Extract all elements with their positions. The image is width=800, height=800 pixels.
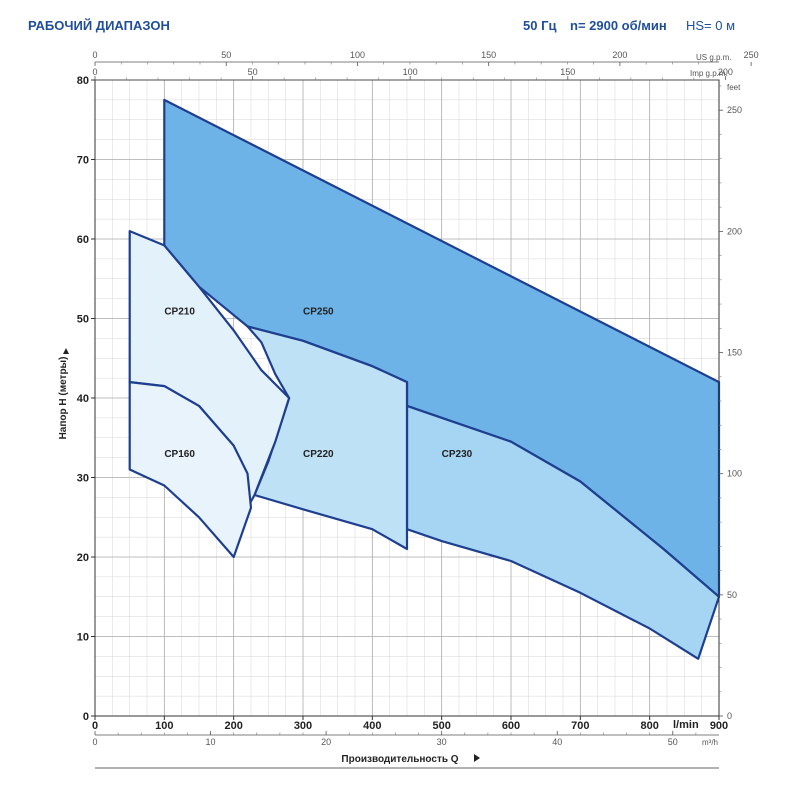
m3h-tick-label: 40 xyxy=(552,737,562,747)
feet-tick-label: 200 xyxy=(727,226,742,236)
imp-gpm-tick-label: 0 xyxy=(92,67,97,77)
frequency-label: 50 Гц xyxy=(523,18,557,33)
feet-tick-label: 150 xyxy=(727,348,742,358)
us-gpm-tick-label: 200 xyxy=(612,50,627,60)
feet-tick-label: 0 xyxy=(727,711,732,721)
x-tick-label: 0 xyxy=(92,720,98,732)
region-cp160 xyxy=(128,381,253,559)
x-tick-label: 700 xyxy=(571,720,589,732)
x-axis-title: Производительность Q xyxy=(341,754,458,765)
m3h-tick-label: 0 xyxy=(92,737,97,747)
y-axis-arrow-icon xyxy=(63,348,69,354)
region-label-cp160: CP160 xyxy=(164,449,195,460)
x-tick-label: 400 xyxy=(363,720,381,732)
m3h-tick-label: 30 xyxy=(437,737,447,747)
region-label-cp230: CP230 xyxy=(442,449,473,460)
regions: CP250 CP230 CP220 CP210 CP160 xyxy=(128,98,721,660)
m3h-tick-label: 10 xyxy=(206,737,216,747)
region-cp230 xyxy=(405,404,721,660)
us-gpm-tick-label: 100 xyxy=(350,50,365,60)
x-tick-label: 200 xyxy=(224,720,242,732)
us-gpm-tick-label: 150 xyxy=(481,50,496,60)
right-ticks: 0 50 100 150 200 250 xyxy=(719,85,742,721)
us-gpm-tick-label: 50 xyxy=(221,50,231,60)
m3h-tick-label: 50 xyxy=(668,737,678,747)
region-label-cp250: CP250 xyxy=(303,307,334,318)
x-tick-label: 100 xyxy=(155,720,173,732)
x-ticks: 0 100 200 300 400 500 600 700 800 900 xyxy=(92,716,728,732)
feet-unit: feet xyxy=(727,83,741,92)
m3h-tick-label: 20 xyxy=(321,737,331,747)
feet-tick-label: 250 xyxy=(727,105,742,115)
us-gpm-tick-label: 250 xyxy=(744,50,759,60)
us-gpm-unit: US g.p.m. xyxy=(696,53,732,62)
top-ticks: 0 50 100 150 200 250 0 50 100 150 200 xyxy=(92,50,759,80)
x-tick-label: 800 xyxy=(640,720,658,732)
y-tick-label: 60 xyxy=(77,234,89,246)
y-tick-label: 20 xyxy=(77,552,89,564)
region-label-cp220: CP220 xyxy=(303,449,334,460)
y-ticks: 0 10 20 30 40 50 60 70 80 xyxy=(77,75,95,723)
feet-tick-label: 50 xyxy=(727,590,737,600)
y-tick-label: 10 xyxy=(77,632,89,644)
y-tick-label: 0 xyxy=(83,711,89,723)
imp-gpm-tick-label: 200 xyxy=(718,67,733,77)
y-tick-label: 40 xyxy=(77,393,89,405)
imp-gpm-tick-label: 100 xyxy=(403,67,418,77)
x-tick-label: 300 xyxy=(294,720,312,732)
imp-gpm-unit: Imp g.p.m. xyxy=(690,69,728,78)
y-tick-label: 50 xyxy=(77,314,89,326)
m3h-unit: m³/h xyxy=(702,738,718,747)
speed-label: n= 2900 об/мин xyxy=(570,18,667,33)
y-tick-label: 30 xyxy=(77,473,89,485)
imp-gpm-tick-label: 150 xyxy=(560,67,575,77)
region-cp220 xyxy=(246,325,409,551)
feet-tick-label: 100 xyxy=(727,469,742,479)
suction-head-label: HS= 0 м xyxy=(686,18,736,33)
region-label-cp210: CP210 xyxy=(164,307,195,318)
y-tick-label: 70 xyxy=(77,155,89,167)
lmin-unit: l/min xyxy=(673,719,699,731)
y-tick-label: 80 xyxy=(77,75,89,87)
chart-title: РАБОЧИЙ ДИАПАЗОН xyxy=(28,18,170,33)
x-tick-label: 600 xyxy=(502,720,520,732)
y-axis-title: Напор H (метры) xyxy=(58,357,69,440)
imp-gpm-tick-label: 50 xyxy=(248,67,258,77)
m3h-ticks: 0 10 20 30 40 50 xyxy=(92,731,697,747)
x-axis-arrow-icon xyxy=(474,754,480,762)
x-tick-label: 500 xyxy=(432,720,450,732)
us-gpm-tick-label: 0 xyxy=(92,50,97,60)
x-tick-label: 900 xyxy=(710,720,728,732)
